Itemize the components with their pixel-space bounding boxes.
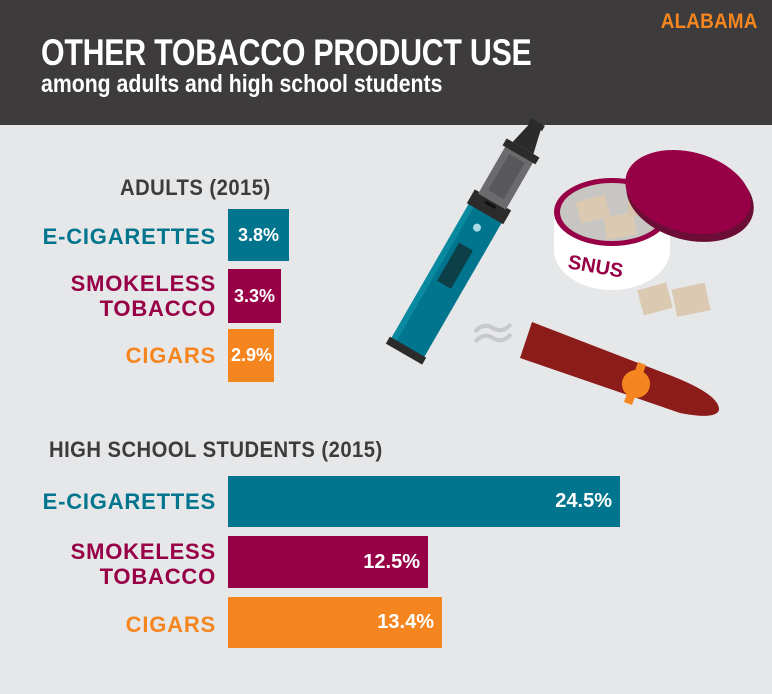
adults-section-title: ADULTS (2015) <box>120 175 271 200</box>
smoke-icon <box>473 322 513 344</box>
students-bar-e-cigarettes: 24.5% <box>228 476 620 527</box>
label-text-line1: SMOKELESS <box>70 539 216 564</box>
label-text-line2: TOBACCO <box>99 564 216 589</box>
bar-value: 2.9% <box>231 345 273 365</box>
bar-value: 12.5% <box>363 550 420 573</box>
page-title: OTHER TOBACCO PRODUCT USE <box>41 32 532 73</box>
label-text: CIGARS <box>125 612 216 637</box>
bar-value: 3.3% <box>233 285 276 306</box>
label-text-line2: TOBACCO <box>99 296 216 321</box>
students-bar-cigars: 13.4% <box>228 597 442 648</box>
adults-label-smokeless-tobacco: SMOKELESS TOBACCO <box>71 271 216 321</box>
label-text: E-CIGARETTES <box>42 224 216 249</box>
cigar-icon <box>520 322 720 416</box>
label-text: CIGARS <box>125 343 216 368</box>
label-text-line1: SMOKELESS <box>70 271 216 296</box>
students-label-cigars: CIGARS <box>126 612 216 637</box>
bar-value: 13.4% <box>377 611 434 633</box>
adults-bar-e-cigarettes: 3.8% <box>228 209 289 261</box>
students-label-e-cigarettes: E-CIGARETTES <box>43 489 216 514</box>
students-label-smokeless-tobacco: SMOKELESS TOBACCO <box>71 539 216 589</box>
adults-bar-smokeless-tobacco: 3.3% <box>228 269 281 323</box>
students-bar-smokeless-tobacco: 12.5% <box>228 536 428 588</box>
e-cigarette-icon <box>385 117 545 365</box>
label-text: E-CIGARETTES <box>42 489 216 514</box>
page-subtitle: among adults and high school students <box>41 70 443 98</box>
adults-bar-cigars: 2.9% <box>228 329 274 382</box>
adults-label-cigars: CIGARS <box>126 343 216 368</box>
header-banner: ALABAMA OTHER TOBACCO PRODUCT USE among … <box>0 0 772 125</box>
state-name: ALABAMA <box>661 10 758 33</box>
snus-tin-icon: SNUS <box>554 149 754 318</box>
students-section-title: HIGH SCHOOL STUDENTS (2015) <box>49 437 383 462</box>
bar-value: 24.5% <box>555 490 612 512</box>
adults-label-e-cigarettes: E-CIGARETTES <box>43 224 216 249</box>
bar-value: 3.8% <box>237 224 280 245</box>
